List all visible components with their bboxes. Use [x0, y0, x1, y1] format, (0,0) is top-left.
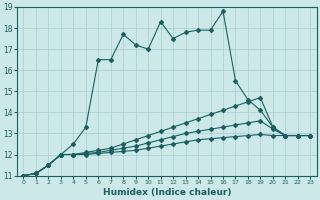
X-axis label: Humidex (Indice chaleur): Humidex (Indice chaleur)	[103, 188, 231, 197]
